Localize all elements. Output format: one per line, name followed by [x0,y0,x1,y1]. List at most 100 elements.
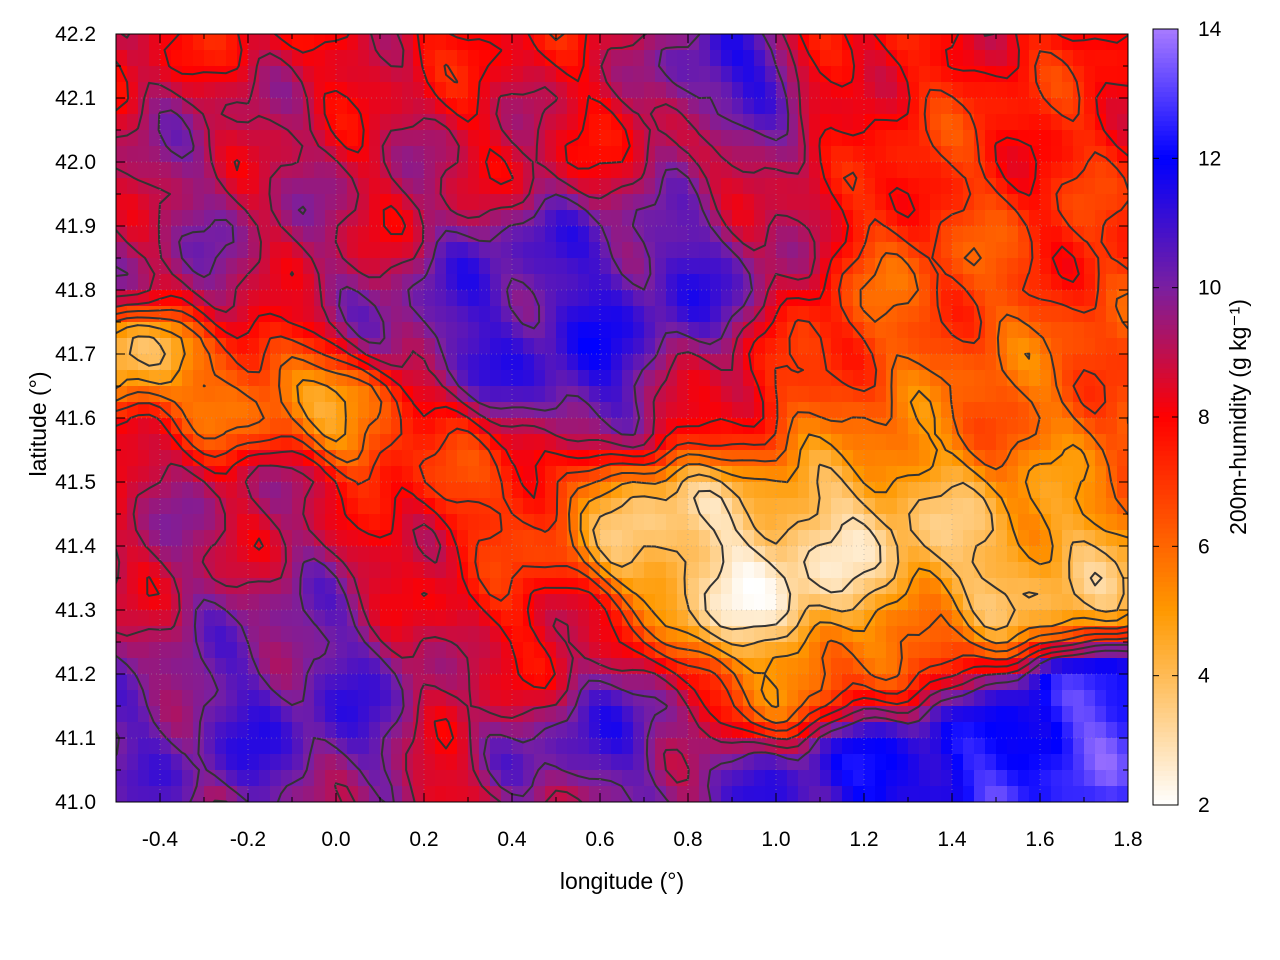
heatmap-cell [391,114,403,131]
heatmap-cell [347,626,359,643]
heatmap-cell [1073,34,1085,51]
heatmap-cell [765,706,777,723]
heatmap-cell [567,178,579,195]
heatmap-cell [358,322,370,339]
heatmap-cell [1051,466,1063,483]
heatmap-cell [842,114,854,131]
heatmap-cell [985,114,997,131]
heatmap-cell [204,114,216,131]
heatmap-cell [204,50,216,67]
heatmap-cell [534,514,546,531]
heatmap-cell [897,738,909,755]
heatmap-cell [941,466,953,483]
heatmap-cell [842,722,854,739]
heatmap-cell [655,706,667,723]
heatmap-cell [710,34,722,51]
heatmap-cell [402,562,414,579]
heatmap-cell [985,130,997,147]
heatmap-cell [446,210,458,227]
heatmap-cell [787,338,799,355]
heatmap-cell [754,306,766,323]
heatmap-cell [919,594,931,611]
heatmap-cell [149,754,161,771]
heatmap-cell [677,130,689,147]
heatmap-cell [369,674,381,691]
heatmap-cell [270,594,282,611]
heatmap-cell [622,194,634,211]
heatmap-cell [974,466,986,483]
heatmap-cell [589,786,601,802]
heatmap-cell [842,770,854,787]
heatmap-cell [127,98,139,115]
heatmap-cell [292,290,304,307]
heatmap-cell [688,130,700,147]
heatmap-cell [490,386,502,403]
heatmap-cell [644,82,656,99]
heatmap-cell [985,578,997,595]
heatmap-cell [369,34,381,51]
colorbar-segment [1153,654,1178,661]
heatmap-cell [798,482,810,499]
heatmap-cell [490,466,502,483]
heatmap-cell [1062,754,1074,771]
heatmap-cell [556,674,568,691]
heatmap-cell [292,482,304,499]
heatmap-cell [611,130,623,147]
heatmap-cell [160,754,172,771]
heatmap-cell [611,242,623,259]
heatmap-cell [941,546,953,563]
heatmap-cell [248,546,260,563]
heatmap-cell [138,338,150,355]
heatmap-cell [336,418,348,435]
heatmap-cell [776,178,788,195]
heatmap-cell [303,594,315,611]
heatmap-cell [1106,338,1118,355]
heatmap-cell [688,738,700,755]
heatmap-cell [523,770,535,787]
heatmap-cell [1051,658,1063,675]
heatmap-cell [776,594,788,611]
heatmap-cell [765,114,777,131]
heatmap-cell [292,674,304,691]
heatmap-cell [358,114,370,131]
heatmap-cell [710,722,722,739]
heatmap-cell [1095,690,1107,707]
heatmap-cell [743,642,755,659]
heatmap-cell [204,418,216,435]
heatmap-cell [1084,770,1096,787]
heatmap-cell [578,226,590,243]
heatmap-cell [270,450,282,467]
heatmap-cell [402,466,414,483]
colorbar-segment [1153,111,1178,117]
heatmap-cell [699,98,711,115]
heatmap-cell [358,162,370,179]
colorbar-segment [1153,669,1178,675]
heatmap-cell [622,642,634,659]
heatmap-cell [963,242,975,259]
heatmap-cell [1106,658,1118,675]
heatmap-cell [171,530,183,547]
heatmap-cell [215,338,227,355]
heatmap-cell [259,162,271,179]
heatmap-cell [369,258,381,275]
heatmap-cell [919,82,931,99]
heatmap-cell [688,434,700,451]
heatmap-cell [897,610,909,627]
heatmap-cell [149,306,161,323]
heatmap-cell [182,546,194,563]
heatmap-cell [138,482,150,499]
heatmap-cell [1073,258,1085,275]
heatmap-cell [303,674,315,691]
heatmap-cell [413,738,425,755]
heatmap-cell [314,402,326,419]
heatmap-cell [182,178,194,195]
heatmap-cell [116,482,128,499]
heatmap-cell [809,162,821,179]
heatmap-cell [721,354,733,371]
heatmap-cell [358,50,370,67]
heatmap-cell [897,690,909,707]
heatmap-cell [292,722,304,739]
colorbar-segment [1153,286,1178,292]
heatmap-cell [798,706,810,723]
heatmap-cell [1051,434,1063,451]
